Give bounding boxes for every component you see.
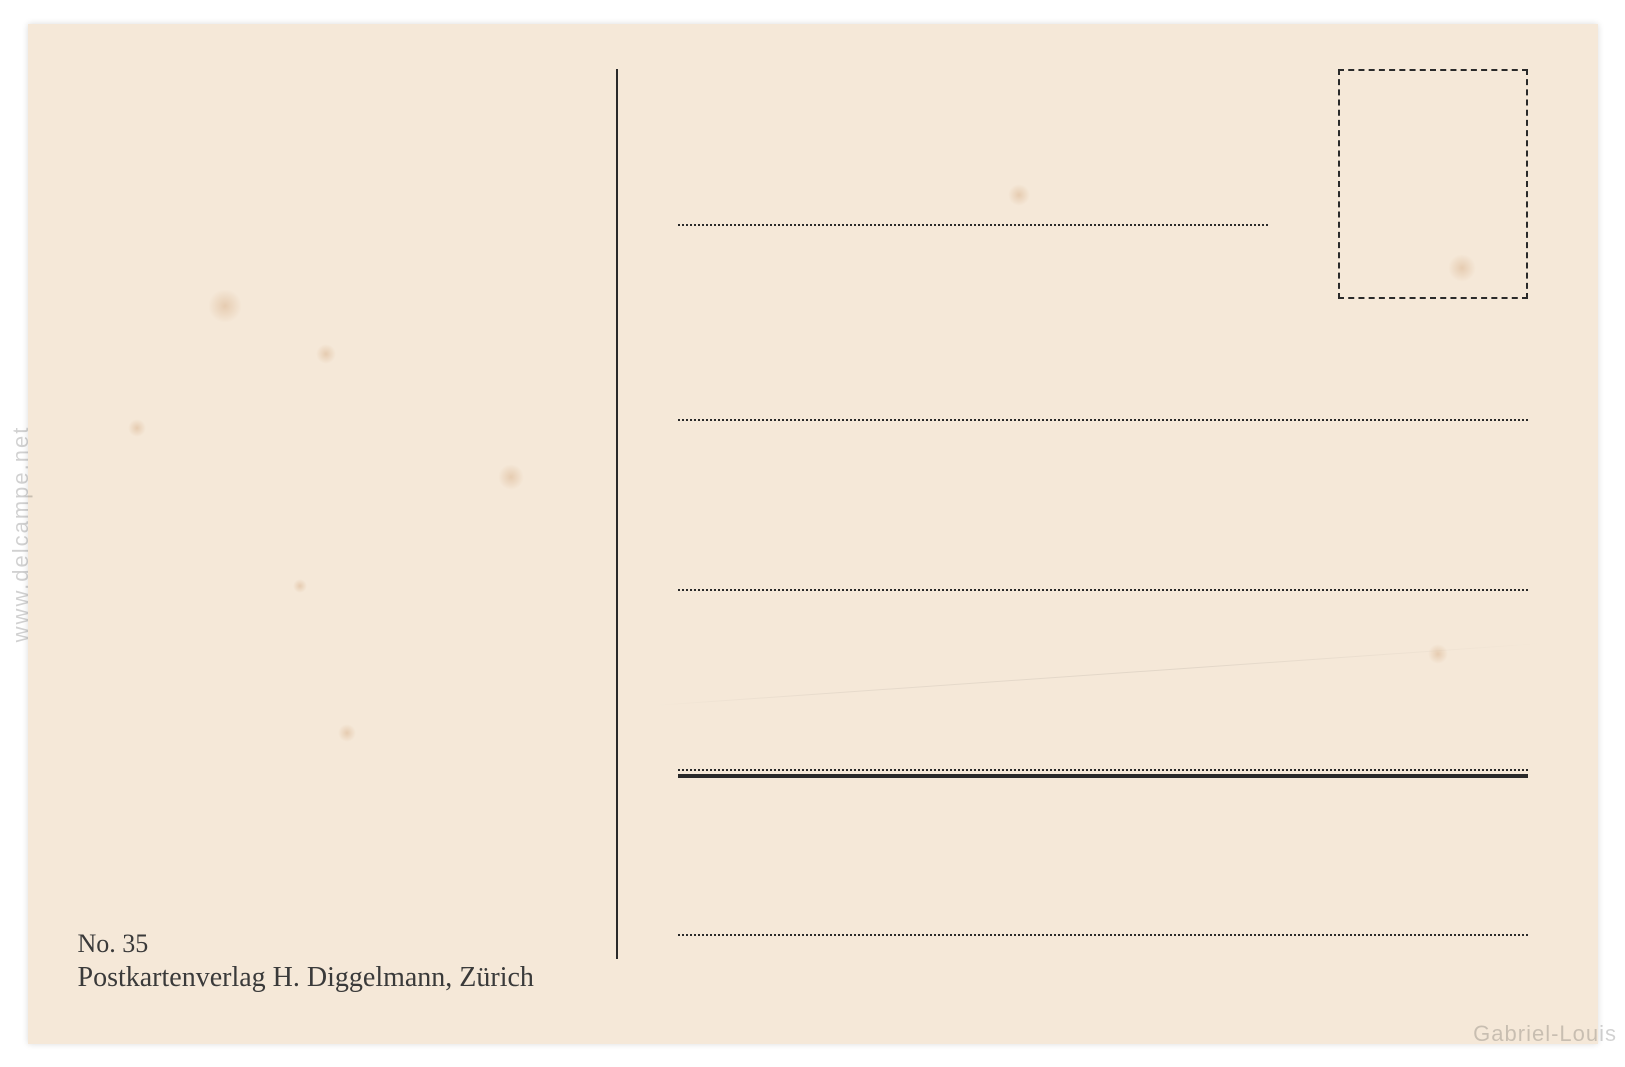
postcard-back: No. 35 Postkartenverlag H. Diggelmann, Z… <box>28 24 1598 1044</box>
watermark-seller: Gabriel-Louis <box>1473 1021 1617 1047</box>
stamp-placeholder-box <box>1338 69 1528 299</box>
foxing-spot <box>316 344 336 364</box>
address-line-3 <box>678 589 1528 591</box>
address-line-2 <box>678 419 1528 421</box>
address-line-1 <box>678 224 1268 226</box>
watermark-site: www.delcampe.net <box>8 425 34 642</box>
center-divider <box>616 69 618 959</box>
foxing-spot <box>1428 644 1448 664</box>
address-line-5 <box>678 774 1528 778</box>
foxing-spot <box>498 464 524 490</box>
foxing-spot <box>338 724 356 742</box>
paper-crease <box>649 642 1547 706</box>
foxing-spot <box>208 289 242 323</box>
foxing-spot <box>293 579 307 593</box>
address-line-4 <box>678 769 1528 771</box>
address-line-6 <box>678 934 1528 936</box>
card-number: No. 35 <box>78 929 149 959</box>
foxing-spot <box>128 419 146 437</box>
foxing-spot <box>1008 184 1030 206</box>
publisher-imprint: Postkartenverlag H. Diggelmann, Zürich <box>78 962 534 994</box>
